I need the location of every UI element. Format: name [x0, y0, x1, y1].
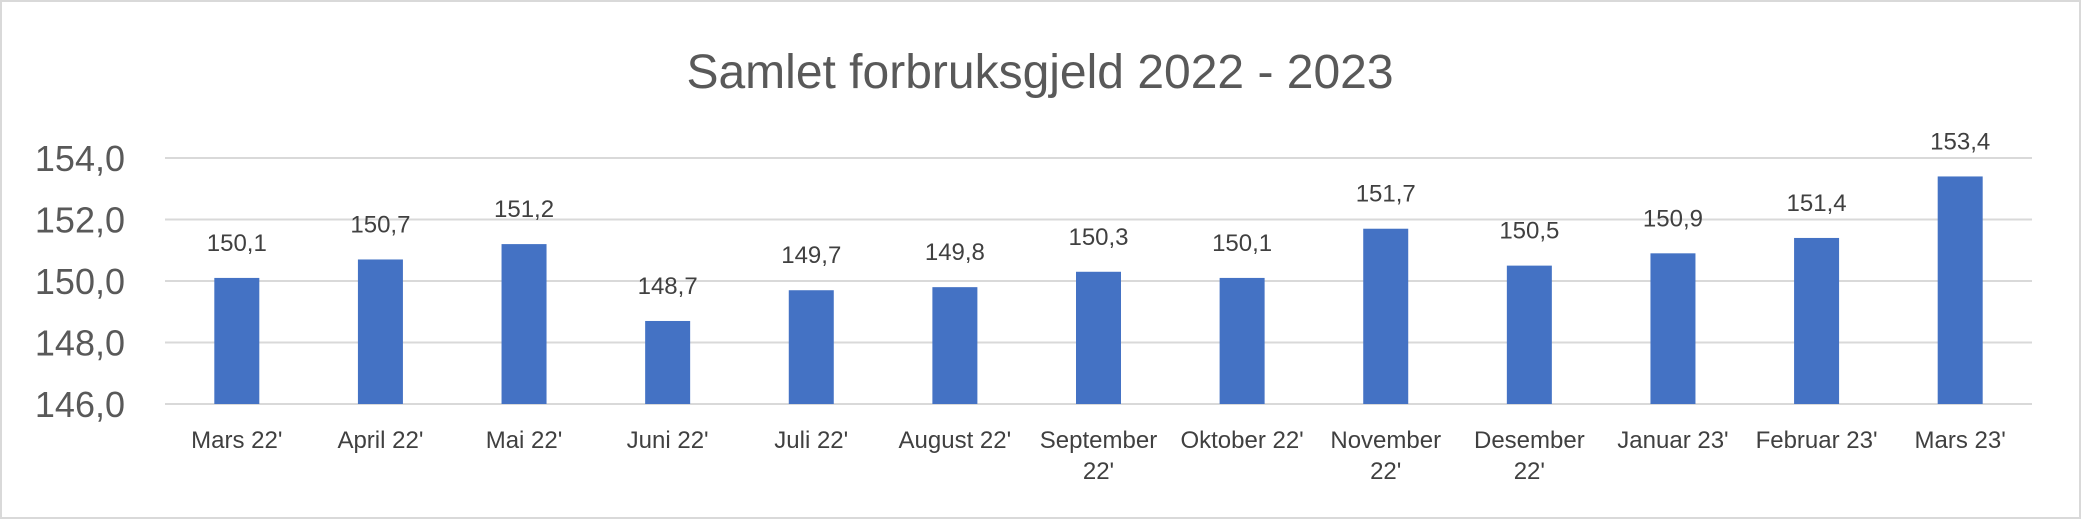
x-tick-label: April 22'	[337, 427, 423, 454]
data-label: 149,8	[925, 239, 985, 266]
x-tick-label: Oktober 22'	[1180, 427, 1303, 454]
x-tick-label: November 22'	[1330, 427, 1441, 485]
bar	[1937, 176, 1983, 404]
x-tick-label: Mars 23'	[1915, 427, 2006, 454]
data-label: 151,7	[1356, 181, 1416, 208]
y-tick-label: 146,0	[35, 384, 125, 425]
x-tick-label: September 22'	[1040, 427, 1157, 485]
data-label: 150,1	[207, 230, 267, 257]
y-tick-label: 148,0	[35, 323, 125, 364]
x-tick-label: Februar 23'	[1756, 427, 1878, 454]
data-label: 148,7	[638, 273, 698, 300]
bar	[932, 287, 978, 404]
y-tick-label: 154,0	[35, 138, 125, 179]
bar	[214, 277, 260, 404]
x-tick-label: Mai 22'	[486, 427, 563, 454]
bar	[357, 259, 403, 404]
x-tick-label: Juli 22'	[774, 427, 848, 454]
x-tick-label: Mars 22'	[191, 427, 282, 454]
x-tick-label: Desember 22'	[1474, 427, 1585, 485]
bars	[214, 176, 1983, 404]
data-labels: 150,1 150,7 151,2 148,7 149,7 149,8 150,3 150,1…	[207, 128, 1990, 300]
y-axis-ticks: 146,0 148,0 150,0 152,0 154,0	[35, 138, 125, 425]
chart-title: Samlet forbruksgjeld 2022 - 2023	[686, 46, 1393, 99]
bar	[788, 290, 834, 404]
data-label: 151,4	[1787, 190, 1847, 217]
bar	[1219, 277, 1265, 404]
data-label: 151,2	[494, 196, 554, 223]
data-label: 153,4	[1930, 128, 1990, 155]
x-axis-ticks: Mars 22' April 22' Mai 22' Juni 22' Juli 22'…	[191, 427, 2006, 485]
bar	[645, 320, 691, 404]
x-tick-label: August 22'	[899, 427, 1012, 454]
data-label: 150,1	[1212, 230, 1272, 257]
bar	[1794, 237, 1840, 404]
x-tick-label: Juni 22'	[627, 427, 709, 454]
bar	[1650, 253, 1696, 404]
data-label: 150,5	[1499, 218, 1559, 245]
data-label: 150,7	[350, 211, 410, 238]
data-label: 149,7	[781, 242, 841, 269]
x-tick-label: Januar 23'	[1617, 427, 1728, 454]
data-label: 150,9	[1643, 205, 1703, 232]
bar	[1076, 271, 1121, 404]
y-tick-label: 150,0	[35, 261, 125, 302]
bar	[1506, 265, 1552, 404]
bar	[501, 244, 547, 404]
data-label: 150,3	[1068, 224, 1128, 251]
bar	[1363, 228, 1409, 404]
y-tick-label: 152,0	[35, 200, 125, 241]
